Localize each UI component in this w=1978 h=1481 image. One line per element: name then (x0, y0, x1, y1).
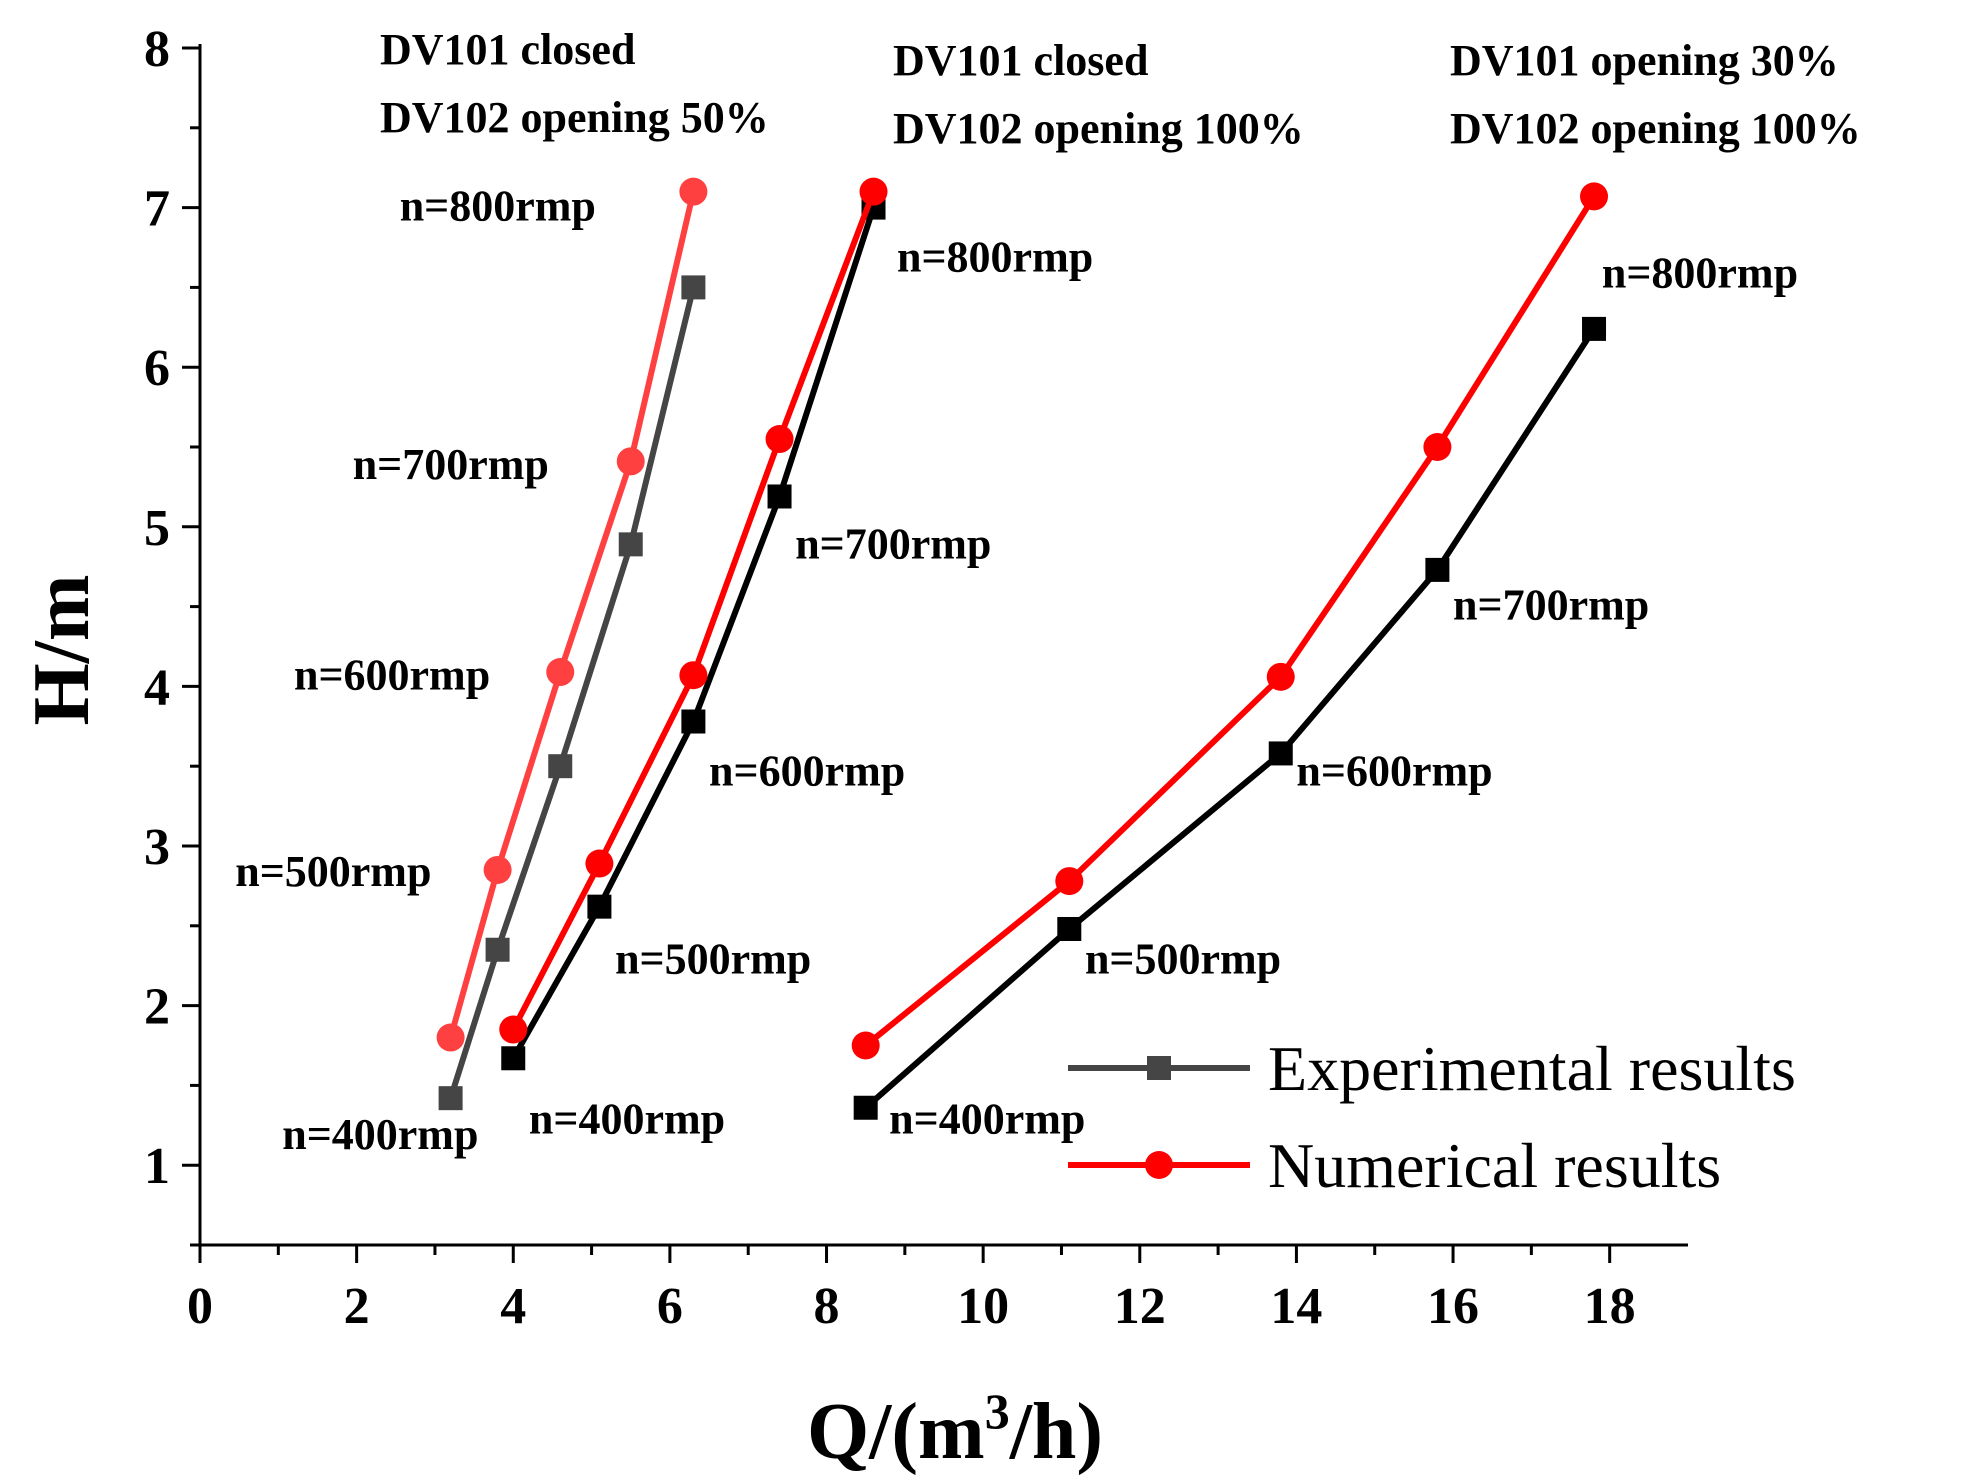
numerical-point (499, 1015, 528, 1044)
condition-label: DV102 opening 100% (893, 104, 1304, 153)
experimental-point (501, 1046, 526, 1071)
x-title-sup: 3 (985, 1383, 1010, 1439)
x-tick-label: 6 (657, 1278, 683, 1335)
speed-label: n=400rmp (889, 1094, 1085, 1143)
speed-label: n=800rmp (400, 181, 596, 230)
experimental-point (853, 1095, 878, 1120)
speed-label: n=500rmp (615, 935, 811, 984)
numerical-point (483, 855, 512, 884)
numerical-point (765, 425, 794, 454)
speed-label: n=400rmp (282, 1110, 478, 1159)
y-tick-label: 1 (144, 1138, 170, 1195)
condition-label: DV102 opening 50% (380, 93, 769, 142)
experimental-point (548, 754, 573, 779)
numerical-point (1580, 182, 1609, 211)
speed-label: n=600rmp (294, 651, 490, 700)
experimental-point (1582, 316, 1607, 341)
speed-label: n=800rmp (1602, 248, 1798, 297)
x-tick-label: 2 (344, 1278, 370, 1335)
experimental-point (587, 894, 612, 919)
numerical-point (585, 849, 614, 878)
x-title-tail: /h) (1009, 1388, 1103, 1476)
numerical-point (851, 1031, 880, 1060)
x-tick-label: 4 (500, 1278, 526, 1335)
experimental-point (1425, 557, 1450, 582)
legend-marker-square (1147, 1056, 1171, 1080)
speed-label: n=400rmp (529, 1094, 725, 1143)
series-line-experimental-3 (863, 327, 1597, 1110)
numerical-point (1423, 433, 1452, 461)
numerical-point (859, 177, 888, 206)
numerical-point (679, 177, 708, 206)
y-tick-label: 8 (144, 21, 170, 78)
condition-label: DV102 opening 100% (1450, 104, 1861, 153)
legend-label-numerical: Numerical results (1268, 1130, 1721, 1201)
numerical-point (546, 658, 575, 687)
speed-label: n=700rmp (1453, 580, 1649, 629)
legend-label-experimental: Experimental results (1268, 1033, 1796, 1104)
speed-label: n=600rmp (709, 746, 905, 795)
y-tick-label: 6 (144, 340, 170, 397)
series-layer (436, 177, 1609, 1120)
condition-label: DV101 opening 30% (1450, 36, 1839, 85)
numerical-point (679, 661, 708, 690)
experimental-point (1268, 741, 1293, 766)
x-tick-label: 14 (1270, 1278, 1322, 1335)
y-axis-title: H/m (18, 574, 106, 725)
legend-marker-circle (1145, 1151, 1173, 1179)
condition-label: DV101 closed (380, 25, 635, 74)
experimental-point (618, 532, 643, 557)
experimental-point (485, 937, 510, 962)
annotation-layer: n=400rmp n=500rmp n=600rmp n=700rmp n=800rmp… (235, 25, 1860, 1159)
x-tick-label: 12 (1114, 1278, 1166, 1335)
y-tick-label: 7 (144, 181, 170, 238)
numerical-point (1266, 662, 1295, 691)
speed-label: n=600rmp (1296, 746, 1492, 795)
y-tick-label: 3 (144, 819, 170, 876)
x-tick-label: 0 (187, 1278, 213, 1335)
experimental-point (1057, 916, 1082, 941)
numerical-point (436, 1023, 465, 1052)
x-title-base: Q/(m (807, 1388, 985, 1476)
numerical-point (616, 447, 645, 476)
y-tick-label: 5 (144, 500, 170, 557)
speed-label: n=500rmp (235, 847, 431, 896)
legend: Experimental results Numerical results (1068, 1033, 1796, 1201)
speed-label: n=500rmp (1085, 935, 1281, 984)
x-tick-label: 8 (814, 1278, 840, 1335)
numerical-point (1055, 867, 1084, 896)
experimental-point (767, 484, 792, 509)
x-axis-title: Q/(m3/h) (807, 1383, 1103, 1476)
condition-label: DV101 closed (893, 36, 1148, 85)
experimental-point (438, 1086, 463, 1111)
speed-label: n=700rmp (353, 440, 549, 489)
x-tick-label: 16 (1427, 1278, 1479, 1335)
y-tick-label: 2 (144, 979, 170, 1036)
x-tick-label: 10 (957, 1278, 1009, 1335)
x-tick-label: 18 (1584, 1278, 1636, 1335)
experimental-point (681, 709, 706, 734)
y-tick-label: 4 (144, 659, 170, 716)
experimental-point (681, 275, 706, 300)
speed-label: n=700rmp (795, 520, 991, 569)
speed-label: n=800rmp (897, 232, 1093, 281)
series-line-numerical-2 (510, 190, 877, 1031)
